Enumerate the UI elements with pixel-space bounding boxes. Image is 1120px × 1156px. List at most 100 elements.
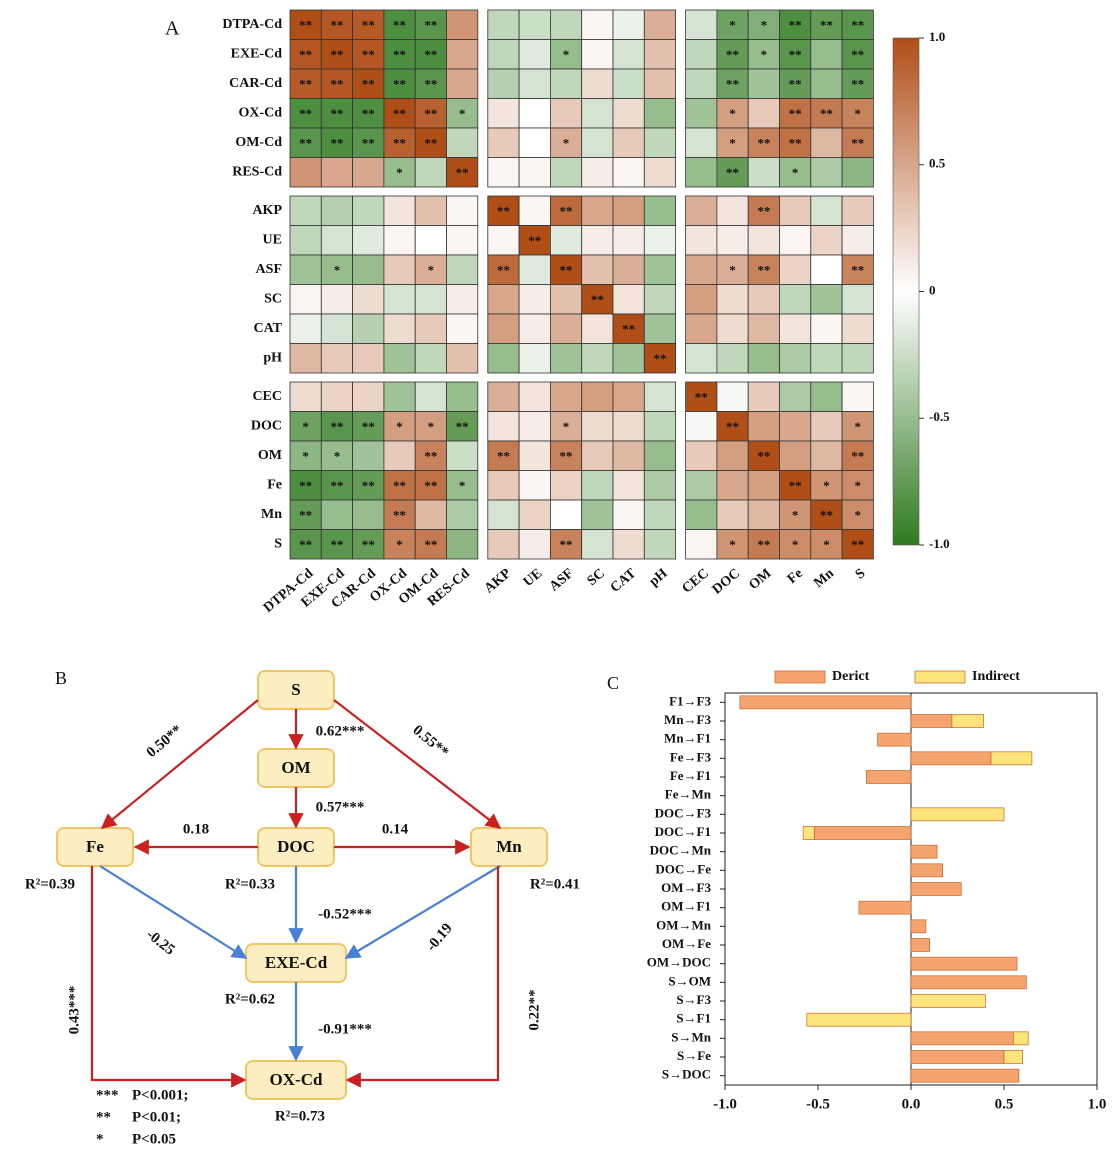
legend-label: Derict	[832, 669, 870, 684]
heatmap-cell	[841, 9, 874, 40]
heatmap-cell	[581, 195, 614, 226]
bar	[858, 900, 912, 915]
significance-label: **	[757, 204, 770, 219]
heatmap-cell	[320, 440, 353, 471]
diagram-edge	[90, 866, 247, 1088]
heatmap-cell	[383, 195, 416, 226]
heatmap-cell	[352, 195, 385, 226]
significance-label: *	[792, 537, 799, 552]
heatmap-cell	[581, 254, 614, 285]
colorbar-tick-label: -0.5	[929, 409, 950, 424]
significance-label: *	[563, 47, 570, 62]
bar	[910, 751, 992, 766]
category-label: Fe→Mn	[665, 787, 712, 802]
significance-label: **	[653, 351, 666, 366]
significance-label: **	[560, 204, 573, 219]
x-tick-label: 0.5	[995, 1096, 1014, 1112]
heatmap-cell	[320, 225, 353, 256]
heatmap-cell	[581, 9, 614, 40]
row-label: DTPA-Cd	[222, 17, 282, 32]
heatmap-cell	[581, 499, 614, 530]
heatmap-cell	[643, 313, 676, 344]
heatmap-cell	[383, 39, 416, 70]
significance-label: **	[299, 106, 312, 121]
significance-label: **	[393, 47, 406, 62]
heatmap-cell	[685, 98, 718, 129]
significance-label: **	[726, 77, 739, 92]
heatmap-cell	[685, 529, 718, 560]
heatmap-cell	[779, 440, 812, 471]
significance-label: **	[362, 18, 375, 33]
heatmap-cell	[643, 254, 676, 285]
category-label: Mn→F1	[664, 731, 711, 746]
heatmap-cell	[612, 499, 645, 530]
edge-label: -0.91***	[318, 1021, 372, 1037]
heatmap-cell	[289, 381, 322, 412]
significance-label: **	[299, 77, 312, 92]
significance-label: **	[299, 537, 312, 552]
heatmap-cell	[810, 529, 843, 560]
heatmap-cell	[747, 440, 780, 471]
heatmap-cell	[779, 254, 812, 285]
heatmap-cell	[414, 157, 447, 188]
heatmap-cell	[779, 9, 812, 40]
significance-label: *	[792, 508, 799, 523]
row-label: RES-Cd	[232, 164, 282, 179]
heatmap-cell	[518, 284, 551, 315]
heatmap-cell	[716, 529, 749, 560]
heatmap-cell	[446, 411, 479, 442]
heatmap-cell	[289, 411, 322, 442]
heatmap-cell	[320, 499, 353, 530]
significance-label: **	[789, 106, 802, 121]
significance-label: **	[726, 419, 739, 434]
heatmap-cell	[643, 225, 676, 256]
heatmap-cell	[685, 343, 718, 374]
edge-label: 0.57***	[316, 799, 365, 815]
significance-label: **	[393, 18, 406, 33]
heatmap-cell	[747, 195, 780, 226]
heatmap-cell	[289, 225, 322, 256]
heatmap-cell	[643, 127, 676, 158]
category-label: S→F3	[676, 992, 711, 1007]
heatmap-cell	[550, 98, 583, 129]
bar	[951, 714, 984, 728]
significance-label: **	[299, 136, 312, 151]
heatmap-cell	[320, 470, 353, 501]
heatmap-cell	[841, 529, 874, 560]
heatmap-cell	[487, 313, 520, 344]
node-label: Fe	[86, 837, 104, 856]
heatmap-cell	[716, 39, 749, 70]
significance-label: *	[729, 136, 736, 151]
heatmap-cell	[581, 411, 614, 442]
significance-label: **	[789, 478, 802, 493]
heatmap-cell	[289, 343, 322, 374]
heatmap-cell	[685, 411, 718, 442]
legend-text: P<0.01;	[132, 1109, 181, 1125]
bar	[910, 807, 1005, 822]
significance-label: **	[726, 47, 739, 62]
significance-label: **	[851, 537, 864, 552]
significance-label: *	[855, 106, 862, 121]
heatmap-cell	[518, 127, 551, 158]
heatmap-cell	[518, 313, 551, 344]
significance-label: **	[362, 419, 375, 434]
heatmap-cell	[643, 470, 676, 501]
heatmap-cell	[320, 68, 353, 99]
heatmap-cell	[612, 127, 645, 158]
diagram-edge	[345, 866, 500, 1088]
significance-label: *	[396, 165, 403, 180]
heatmap-cell	[612, 284, 645, 315]
heatmap-cell	[446, 343, 479, 374]
significance-label: *	[823, 537, 830, 552]
heatmap-cell	[550, 470, 583, 501]
colorbar-tick-label: 0.5	[929, 156, 946, 171]
colorbar	[892, 37, 920, 546]
heatmap-cell	[550, 157, 583, 188]
heatmap-cell	[685, 157, 718, 188]
heatmap-cell	[518, 98, 551, 129]
legend-label: Indirect	[972, 669, 1020, 684]
significance-label: **	[851, 136, 864, 151]
row-label: OM	[258, 448, 282, 463]
heatmap-cell	[550, 440, 583, 471]
significance-label: *	[459, 478, 466, 493]
